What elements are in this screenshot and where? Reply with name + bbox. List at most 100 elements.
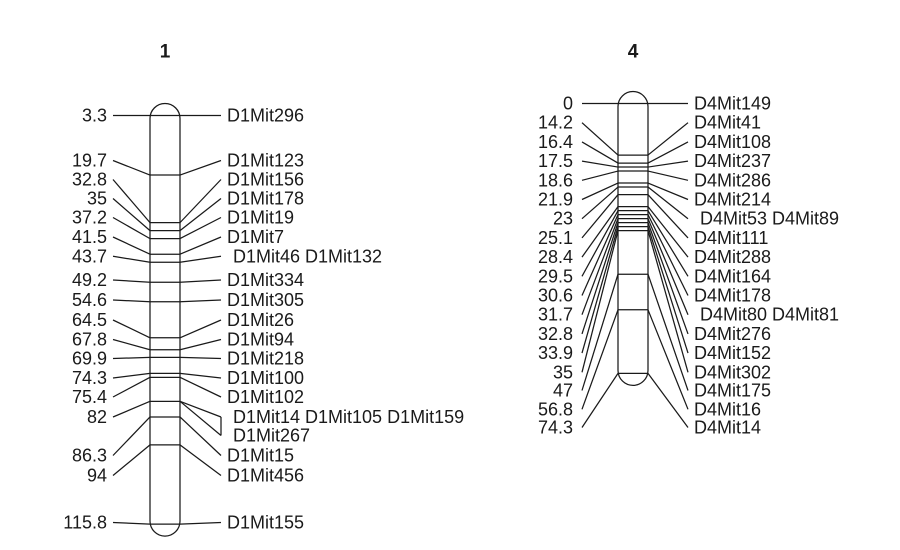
marker-label: D4Mit149 [694, 94, 771, 114]
marker-leader-line [179, 216, 222, 240]
marker-leader-line [179, 319, 222, 339]
marker-label: D4Mit16 [694, 399, 761, 419]
position-leader-line [112, 338, 151, 351]
marker-leader-line [647, 186, 689, 220]
position-leader-line [581, 186, 619, 220]
position-label: 32.8 [538, 324, 573, 344]
position-label: 3.3 [82, 106, 107, 126]
position-leader-line [581, 214, 619, 296]
marker-leader-line [179, 356, 222, 360]
marker-label: D1Mit15 [227, 446, 294, 466]
marker-label: D1Mit14 D1Mit105 D1Mit159 [233, 407, 464, 427]
marker-label: D1Mit456 [227, 466, 304, 486]
position-label: 94 [87, 466, 107, 486]
marker-leader-line [179, 299, 222, 303]
marker-label: D1Mit155 [227, 513, 304, 533]
marker-label: D4Mit302 [694, 362, 771, 382]
marker-label: D4Mit286 [694, 170, 771, 190]
position-leader-line [581, 309, 619, 410]
position-label: 67.8 [72, 330, 107, 350]
marker-label: D4Mit111 [694, 228, 768, 248]
position-label: 75.4 [72, 387, 107, 407]
chromosome-4-bar [617, 90, 649, 386]
marker-leader-line [647, 206, 689, 258]
position-label: 0 [563, 94, 573, 114]
position-leader-line [112, 216, 151, 240]
position-label: 31.7 [538, 305, 573, 325]
marker-label: D1Mit178 [227, 189, 304, 209]
marker-label: D1Mit102 [227, 387, 304, 407]
marker-leader-line [647, 230, 689, 373]
position-label: 69.9 [72, 349, 107, 369]
position-label: 19.7 [72, 151, 107, 171]
marker-label: D1Mit7 [227, 227, 284, 247]
marker-leader-line [179, 372, 222, 379]
chromosome-title-1: 1 [160, 42, 171, 63]
position-leader-line [112, 356, 151, 360]
position-label: 41.5 [72, 227, 107, 247]
marker-leader-line [647, 274, 689, 391]
marker-leader-line [179, 416, 222, 456]
marker-label: D4Mit80 D4Mit81 [700, 305, 839, 325]
position-leader-line [112, 236, 151, 255]
position-label: 49.2 [72, 270, 107, 290]
marker-leader-line [179, 255, 222, 263]
position-leader-line [581, 222, 619, 335]
position-label: 16.4 [538, 132, 573, 152]
marker-label: D4Mit164 [694, 266, 771, 286]
position-leader-line [112, 372, 151, 379]
position-leader-line [581, 230, 619, 373]
marker-leader-line [647, 160, 689, 168]
marker-leader-line [179, 376, 222, 398]
position-leader-line [112, 198, 151, 232]
marker-leader-line [179, 338, 222, 351]
position-leader-line [112, 521, 151, 525]
marker-label: D4Mit14 [694, 418, 761, 438]
position-label: 56.8 [538, 399, 573, 419]
marker-label: D4Mit152 [694, 343, 771, 363]
position-label: 74.3 [538, 418, 573, 438]
position-leader-line [112, 299, 151, 303]
marker-leader-line [179, 236, 222, 255]
marker-leader-line [647, 194, 689, 239]
position-leader-line [581, 210, 619, 277]
marker-label: D4Mit108 [694, 132, 771, 152]
position-label: 30.6 [538, 286, 573, 306]
position-leader-line [581, 218, 619, 315]
marker-label: D1Mit46 D1Mit132 [233, 246, 382, 266]
position-label: 23 [553, 209, 573, 229]
position-label: 74.3 [72, 368, 107, 388]
position-leader-line [581, 226, 619, 354]
marker-leader-line [647, 122, 689, 156]
marker-leader-line [179, 444, 222, 477]
marker-bracket-line [179, 400, 222, 418]
position-leader-line [581, 170, 619, 181]
marker-label: D4Mit41 [694, 113, 761, 133]
marker-label: D4Mit276 [694, 324, 771, 344]
marker-label: D1Mit267 [233, 426, 310, 446]
marker-label: D4Mit214 [694, 190, 771, 210]
marker-leader-line [647, 182, 689, 201]
marker-label: D1Mit26 [227, 310, 294, 330]
position-leader-line [581, 194, 619, 239]
position-leader-line [581, 206, 619, 258]
marker-leader-line [647, 226, 689, 354]
position-label: 54.6 [72, 290, 107, 310]
position-leader-line [112, 279, 151, 283]
marker-label: D4Mit175 [694, 381, 771, 401]
marker-leader-line [179, 279, 222, 283]
marker-label: D1Mit305 [227, 290, 304, 310]
position-leader-line [581, 274, 619, 391]
marker-bracket-line [179, 400, 222, 436]
position-leader-line [112, 416, 151, 456]
marker-leader-line [647, 309, 689, 410]
position-label: 28.4 [538, 247, 573, 267]
position-label: 29.5 [538, 266, 573, 286]
chromosome-title-4: 4 [628, 42, 639, 63]
marker-label: D1Mit218 [227, 349, 304, 369]
position-leader-line [581, 141, 619, 164]
position-label: 18.6 [538, 170, 573, 190]
position-label: 86.3 [72, 446, 107, 466]
marker-leader-line [647, 214, 689, 296]
